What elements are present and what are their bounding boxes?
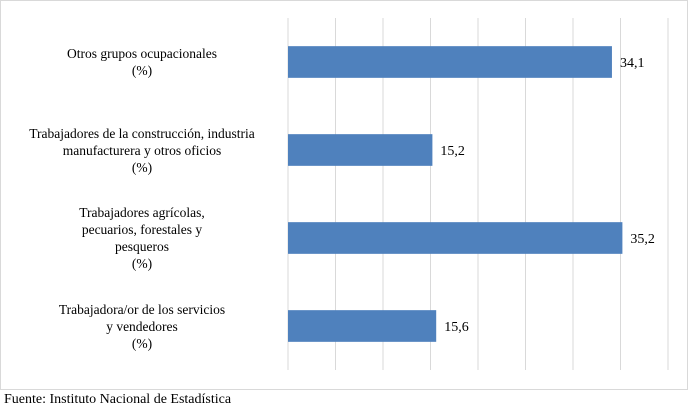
- category-label-line: y vendedores: [106, 318, 178, 334]
- source-note: Fuente: Instituto Nacional de Estadístic…: [4, 392, 232, 407]
- category-label-line: (%): [131, 159, 153, 175]
- bar: [288, 310, 437, 342]
- category-label-line: Otros grupos ocupacionales: [67, 46, 217, 61]
- category-label-line: pesqueros: [115, 239, 169, 254]
- category-label-line: (%): [131, 256, 153, 271]
- category-label: Trabajadores agrícolas, pecuarios, forest…: [4, 204, 280, 272]
- category-label-line: manufacturera y otros oficios: [62, 142, 222, 158]
- category-label-line: Trabajadores de la construcción, industr…: [29, 125, 255, 141]
- category-label: Trabajadora/or de los servicios y vendedo…: [4, 301, 280, 352]
- category-label-line: Trabajadora/or de los servicios: [58, 301, 226, 317]
- bar: [288, 222, 623, 254]
- bar: [288, 134, 433, 166]
- data-label: 35,2: [630, 232, 655, 247]
- data-label: 15,2: [440, 144, 465, 159]
- category-label-line: Trabajadores agrícolas,: [79, 205, 205, 220]
- category-label: Otros grupos ocupacionales (%): [4, 45, 280, 79]
- data-label: 34,1: [620, 56, 645, 71]
- bar: [288, 46, 612, 78]
- category-label-line: (%): [131, 335, 153, 351]
- category-label-line: (%): [131, 63, 153, 78]
- data-label: 15,6: [444, 320, 469, 335]
- bar-chart: 34,1 15,2 35,2 15,6: [287, 18, 669, 370]
- category-label: Trabajadores de la construcción, industr…: [4, 125, 280, 176]
- category-label-line: pecuarios, forestales y: [81, 222, 203, 237]
